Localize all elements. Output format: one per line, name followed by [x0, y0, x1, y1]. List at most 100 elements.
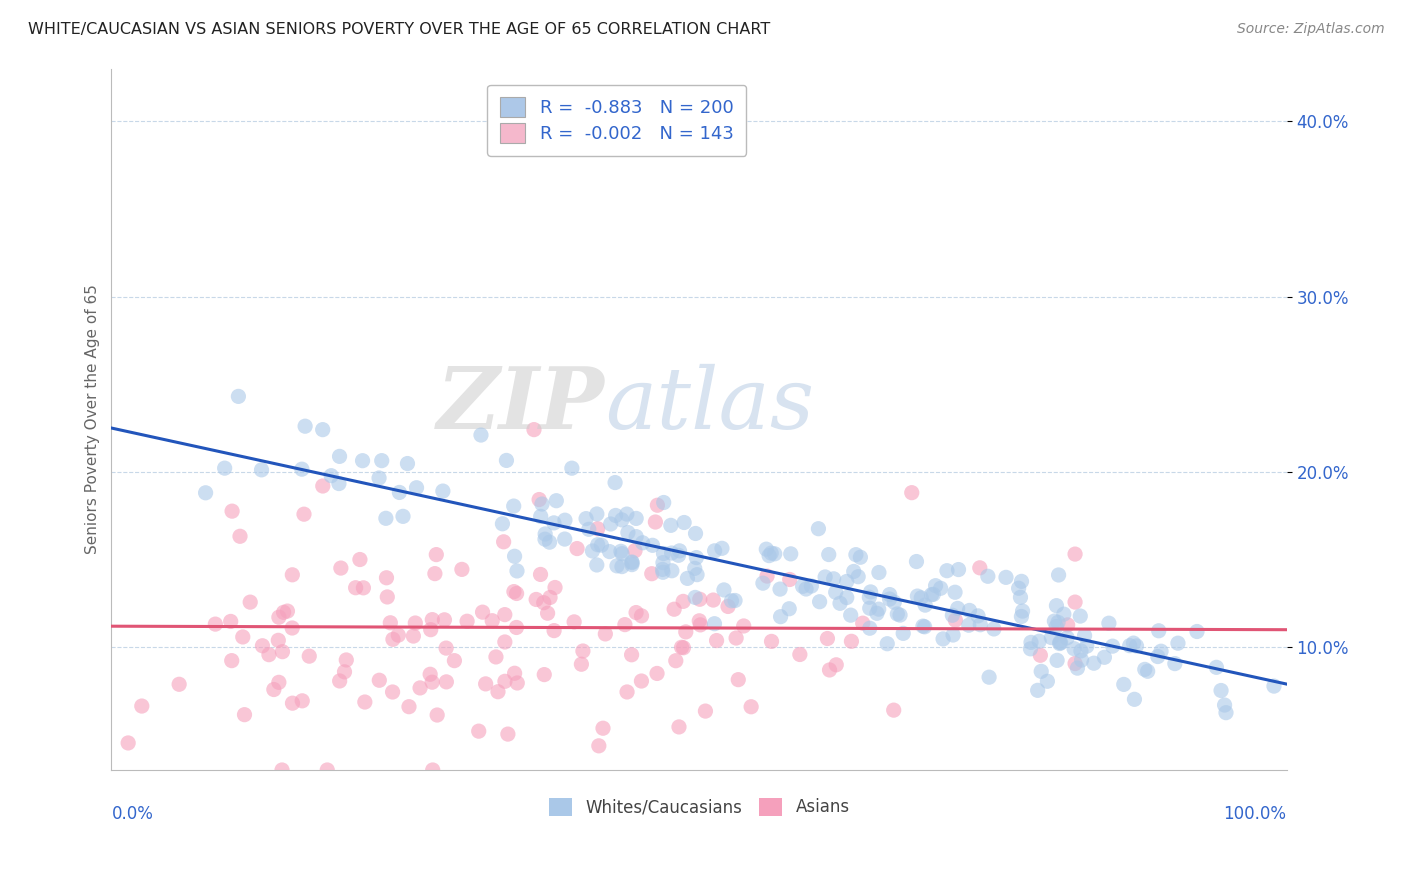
Point: [703, 616, 725, 631]
Point: [291, 694, 314, 708]
Point: [585, 558, 607, 572]
Point: [727, 673, 749, 687]
Point: [321, 468, 343, 483]
Point: [959, 603, 981, 617]
Point: [398, 699, 420, 714]
Point: [689, 592, 711, 607]
Point: [616, 685, 638, 699]
Point: [1070, 653, 1092, 667]
Point: [706, 633, 728, 648]
Point: [387, 628, 409, 642]
Point: [1053, 607, 1076, 622]
Point: [586, 507, 609, 521]
Point: [1019, 641, 1042, 656]
Point: [845, 548, 868, 562]
Point: [661, 546, 683, 560]
Point: [689, 618, 711, 632]
Point: [740, 699, 762, 714]
Point: [1011, 574, 1033, 589]
Point: [672, 640, 695, 655]
Point: [404, 615, 426, 630]
Point: [630, 608, 652, 623]
Point: [624, 511, 647, 525]
Point: [922, 587, 945, 601]
Text: WHITE/CAUCASIAN VS ASIAN SENIORS POVERTY OVER THE AGE OF 65 CORRELATION CHART: WHITE/CAUCASIAN VS ASIAN SENIORS POVERTY…: [28, 22, 770, 37]
Point: [624, 543, 647, 558]
Point: [673, 516, 696, 530]
Point: [1167, 636, 1189, 650]
Point: [886, 607, 908, 621]
Point: [676, 571, 699, 585]
Point: [630, 673, 652, 688]
Point: [758, 549, 780, 563]
Point: [652, 566, 675, 580]
Point: [505, 586, 527, 600]
Point: [433, 613, 456, 627]
Point: [717, 599, 740, 614]
Point: [219, 615, 242, 629]
Point: [1028, 634, 1050, 648]
Point: [839, 608, 862, 623]
Point: [617, 525, 640, 540]
Point: [1164, 657, 1187, 671]
Point: [419, 623, 441, 637]
Point: [977, 670, 1000, 684]
Point: [312, 423, 335, 437]
Point: [859, 621, 882, 635]
Point: [380, 615, 402, 630]
Point: [451, 562, 474, 576]
Point: [652, 556, 675, 570]
Point: [606, 558, 628, 573]
Point: [1146, 649, 1168, 664]
Text: 100.0%: 100.0%: [1223, 805, 1286, 823]
Point: [914, 598, 936, 612]
Point: [571, 657, 593, 672]
Point: [624, 530, 647, 544]
Point: [720, 594, 742, 608]
Point: [683, 591, 706, 605]
Point: [1049, 636, 1071, 650]
Point: [494, 635, 516, 649]
Point: [316, 763, 339, 777]
Point: [905, 555, 928, 569]
Point: [779, 547, 801, 561]
Point: [889, 608, 911, 623]
Point: [503, 666, 526, 681]
Point: [1083, 657, 1105, 671]
Point: [233, 707, 256, 722]
Point: [1209, 683, 1232, 698]
Point: [204, 617, 226, 632]
Point: [779, 573, 801, 587]
Point: [294, 419, 316, 434]
Point: [1010, 591, 1032, 605]
Point: [344, 581, 367, 595]
Point: [117, 736, 139, 750]
Point: [1073, 629, 1095, 643]
Point: [942, 628, 965, 642]
Point: [756, 569, 779, 583]
Point: [1136, 665, 1159, 679]
Point: [868, 566, 890, 580]
Point: [352, 453, 374, 467]
Point: [546, 493, 568, 508]
Point: [946, 601, 969, 615]
Point: [599, 544, 621, 558]
Point: [668, 544, 690, 558]
Point: [257, 648, 280, 662]
Point: [349, 552, 371, 566]
Point: [221, 654, 243, 668]
Point: [491, 516, 513, 531]
Point: [905, 589, 928, 603]
Point: [1069, 609, 1091, 624]
Point: [969, 561, 991, 575]
Point: [588, 739, 610, 753]
Point: [1036, 674, 1059, 689]
Point: [422, 763, 444, 777]
Point: [800, 579, 823, 593]
Point: [1092, 650, 1115, 665]
Point: [1064, 595, 1087, 609]
Point: [1123, 692, 1146, 706]
Point: [426, 708, 449, 723]
Point: [194, 485, 217, 500]
Point: [329, 450, 352, 464]
